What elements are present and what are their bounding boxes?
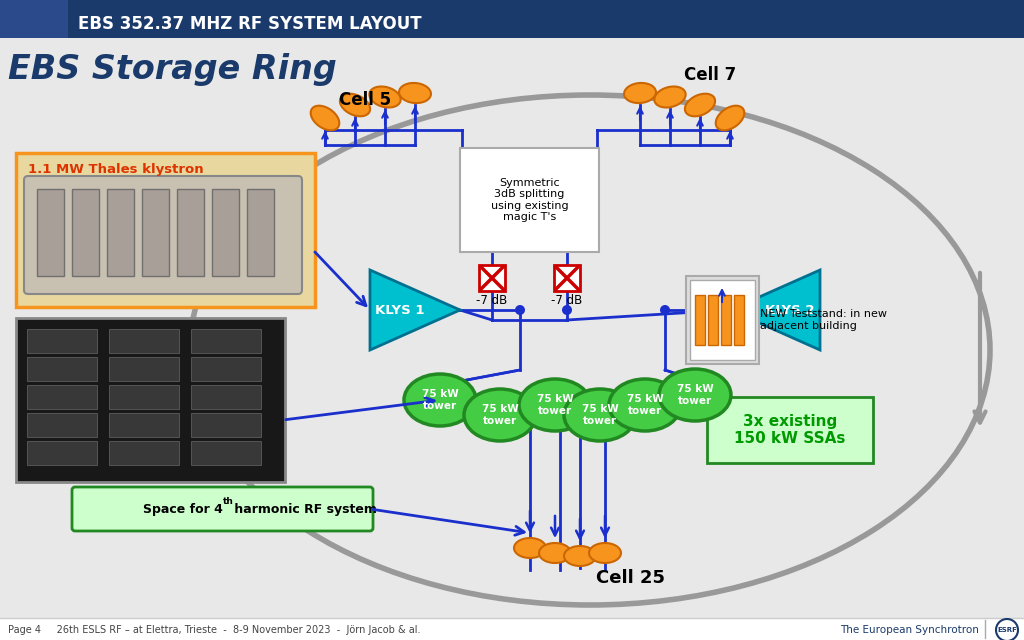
- Text: 1.1 MW Thales klystron: 1.1 MW Thales klystron: [28, 163, 204, 175]
- Ellipse shape: [519, 379, 591, 431]
- Ellipse shape: [624, 83, 656, 103]
- FancyBboxPatch shape: [191, 357, 261, 381]
- FancyBboxPatch shape: [109, 441, 179, 465]
- Ellipse shape: [659, 369, 731, 421]
- FancyBboxPatch shape: [27, 441, 97, 465]
- Ellipse shape: [654, 86, 686, 108]
- FancyBboxPatch shape: [142, 189, 169, 276]
- FancyBboxPatch shape: [479, 265, 505, 291]
- Ellipse shape: [404, 374, 476, 426]
- FancyBboxPatch shape: [24, 176, 302, 294]
- FancyBboxPatch shape: [27, 357, 97, 381]
- FancyBboxPatch shape: [460, 148, 599, 252]
- Polygon shape: [370, 270, 460, 350]
- Text: th: th: [222, 497, 233, 506]
- Ellipse shape: [539, 543, 571, 563]
- FancyBboxPatch shape: [686, 276, 759, 364]
- Text: 75 kW
tower: 75 kW tower: [481, 404, 518, 426]
- Ellipse shape: [310, 106, 339, 131]
- Ellipse shape: [589, 543, 621, 563]
- FancyBboxPatch shape: [191, 329, 261, 353]
- FancyBboxPatch shape: [109, 385, 179, 409]
- Text: 75 kW
tower: 75 kW tower: [677, 384, 714, 406]
- Text: Cell 25: Cell 25: [596, 569, 665, 587]
- Text: EBS Storage Ring: EBS Storage Ring: [8, 54, 337, 86]
- FancyBboxPatch shape: [109, 357, 179, 381]
- Text: Space for 4: Space for 4: [142, 502, 222, 515]
- Text: Cell 5: Cell 5: [339, 91, 391, 109]
- FancyBboxPatch shape: [16, 318, 285, 482]
- FancyBboxPatch shape: [247, 189, 274, 276]
- FancyBboxPatch shape: [27, 413, 97, 437]
- Text: 75 kW
tower: 75 kW tower: [582, 404, 618, 426]
- Text: 75 kW
tower: 75 kW tower: [537, 394, 573, 416]
- FancyBboxPatch shape: [708, 295, 718, 345]
- Ellipse shape: [514, 538, 546, 558]
- Ellipse shape: [609, 379, 681, 431]
- Ellipse shape: [370, 86, 400, 108]
- Polygon shape: [730, 270, 820, 350]
- Circle shape: [515, 305, 525, 315]
- FancyBboxPatch shape: [707, 397, 873, 463]
- FancyBboxPatch shape: [690, 280, 755, 360]
- Text: harmonic RF system: harmonic RF system: [230, 502, 378, 515]
- Ellipse shape: [716, 106, 744, 131]
- Ellipse shape: [564, 546, 596, 566]
- FancyBboxPatch shape: [177, 189, 204, 276]
- FancyBboxPatch shape: [721, 295, 731, 345]
- FancyBboxPatch shape: [37, 189, 63, 276]
- FancyBboxPatch shape: [554, 265, 580, 291]
- Text: Page 4     26th ESLS RF – at Elettra, Trieste  -  8-9 November 2023  -  Jörn Jac: Page 4 26th ESLS RF – at Elettra, Triest…: [8, 625, 421, 635]
- Text: The European Synchrotron: The European Synchrotron: [840, 625, 979, 635]
- FancyBboxPatch shape: [191, 385, 261, 409]
- FancyBboxPatch shape: [0, 0, 68, 38]
- Text: KLYS 1: KLYS 1: [375, 305, 425, 317]
- FancyBboxPatch shape: [109, 329, 179, 353]
- Ellipse shape: [464, 389, 536, 441]
- FancyBboxPatch shape: [72, 487, 373, 531]
- Text: -7 dB: -7 dB: [551, 294, 583, 307]
- Text: -7 dB: -7 dB: [476, 294, 508, 307]
- Text: Cell 7: Cell 7: [684, 66, 736, 84]
- Text: 75 kW
tower: 75 kW tower: [627, 394, 664, 416]
- FancyBboxPatch shape: [0, 0, 1024, 38]
- FancyBboxPatch shape: [27, 385, 97, 409]
- Ellipse shape: [564, 389, 636, 441]
- Circle shape: [562, 305, 572, 315]
- Text: KLYS 2: KLYS 2: [765, 305, 815, 317]
- Text: Symmetric
3dB splitting
using existing
magic T's: Symmetric 3dB splitting using existing m…: [490, 177, 568, 222]
- Text: EBS 352.37 MHZ RF SYSTEM LAYOUT: EBS 352.37 MHZ RF SYSTEM LAYOUT: [78, 15, 422, 33]
- FancyBboxPatch shape: [191, 413, 261, 437]
- FancyBboxPatch shape: [72, 189, 99, 276]
- Circle shape: [660, 305, 670, 315]
- FancyBboxPatch shape: [109, 413, 179, 437]
- FancyBboxPatch shape: [27, 329, 97, 353]
- FancyBboxPatch shape: [734, 295, 744, 345]
- FancyBboxPatch shape: [191, 441, 261, 465]
- Text: 3x existing
150 kW SSAs: 3x existing 150 kW SSAs: [734, 414, 846, 446]
- FancyBboxPatch shape: [0, 618, 1024, 640]
- Text: NEW Teststand: in new
adjacent building: NEW Teststand: in new adjacent building: [760, 309, 887, 331]
- Text: ESRF: ESRF: [997, 627, 1017, 633]
- FancyBboxPatch shape: [695, 295, 705, 345]
- Text: 75 kW
tower: 75 kW tower: [422, 389, 459, 411]
- Ellipse shape: [399, 83, 431, 103]
- Ellipse shape: [685, 93, 715, 116]
- Ellipse shape: [340, 93, 370, 116]
- FancyBboxPatch shape: [212, 189, 239, 276]
- FancyBboxPatch shape: [16, 153, 315, 307]
- FancyBboxPatch shape: [106, 189, 134, 276]
